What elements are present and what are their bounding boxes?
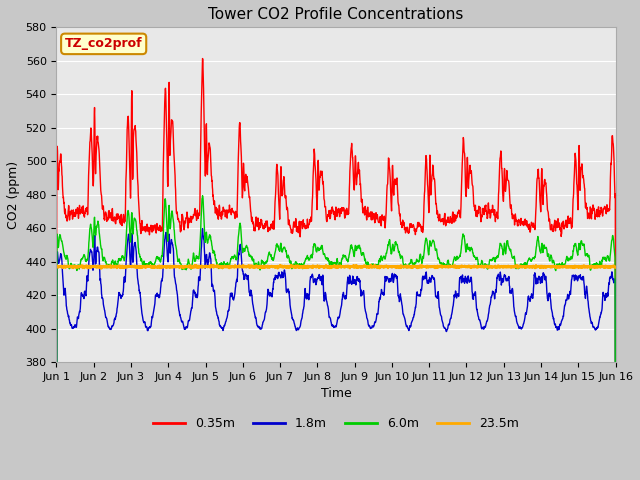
1.8m (209, 282, 216, 288)
0.35m (198, 56, 206, 61)
0.35m (365, 214, 372, 220)
1.8m (578, 276, 586, 282)
1.8m (612, 453, 620, 459)
23.5m (367, 262, 374, 268)
1.8m (563, 297, 570, 302)
0.35m (52, 446, 60, 452)
6.0m (353, 248, 360, 253)
Line: 0.35m: 0.35m (56, 59, 616, 462)
1.8m (198, 226, 206, 231)
23.5m (97, 265, 104, 271)
0.35m (209, 187, 216, 192)
6.0m (209, 248, 216, 253)
Title: Tower CO2 Profile Concentrations: Tower CO2 Profile Concentrations (209, 7, 464, 22)
Y-axis label: CO2 (ppm): CO2 (ppm) (7, 161, 20, 229)
1.8m (353, 277, 360, 283)
6.0m (563, 256, 570, 262)
Line: 6.0m: 6.0m (56, 196, 616, 480)
23.5m (353, 262, 360, 268)
23.5m (563, 264, 570, 270)
0.35m (578, 161, 586, 167)
6.0m (499, 247, 506, 252)
6.0m (365, 262, 372, 267)
23.5m (612, 264, 620, 270)
Legend: 0.35m, 1.8m, 6.0m, 23.5m: 0.35m, 1.8m, 6.0m, 23.5m (148, 412, 524, 435)
23.5m (52, 264, 60, 269)
Line: 1.8m: 1.8m (56, 228, 616, 480)
X-axis label: Time: Time (321, 387, 351, 400)
23.5m (579, 264, 586, 269)
6.0m (578, 240, 586, 246)
0.35m (612, 459, 620, 465)
23.5m (365, 264, 372, 270)
23.5m (209, 263, 216, 269)
0.35m (353, 182, 360, 188)
6.0m (198, 193, 206, 199)
Text: TZ_co2prof: TZ_co2prof (65, 37, 143, 50)
0.35m (563, 221, 570, 227)
0.35m (499, 190, 506, 195)
1.8m (365, 322, 372, 328)
23.5m (499, 264, 507, 270)
Line: 23.5m: 23.5m (56, 265, 616, 268)
1.8m (499, 277, 506, 283)
